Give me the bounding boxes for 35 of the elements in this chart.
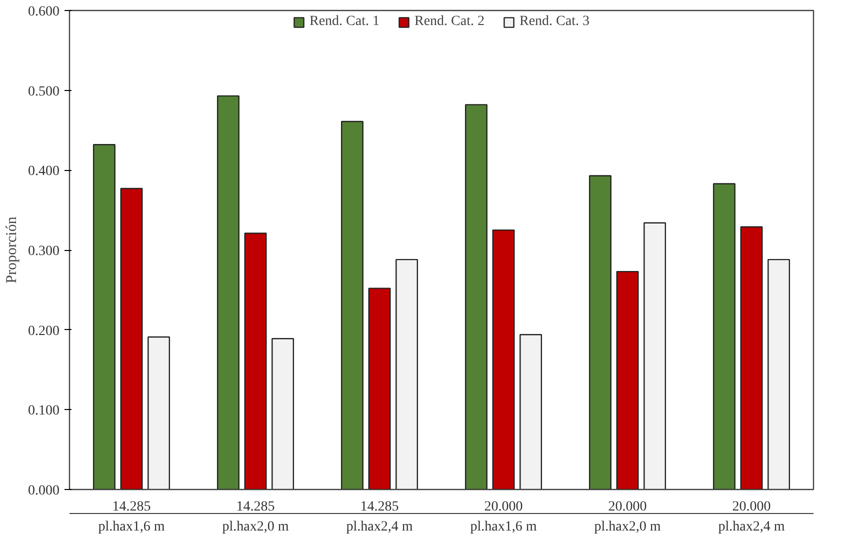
y-tick-label: 0.100 [28, 404, 60, 419]
y-tick-label: 0.200 [28, 324, 60, 339]
category-label: 20.000 pl.hax2,4 m [718, 500, 785, 534]
bar [216, 95, 240, 490]
legend-label: Rend. Cat. 1 [310, 14, 380, 30]
bar [616, 270, 639, 490]
bar [272, 338, 294, 490]
bar [712, 183, 736, 490]
bar [148, 336, 170, 490]
bar [368, 288, 391, 490]
category-label: 20.000 pl.hax2,0 m [594, 500, 661, 534]
bar [464, 104, 488, 490]
y-tick-label: 0.600 [28, 4, 60, 20]
y-tick-label: 0.400 [28, 164, 60, 180]
bar [492, 229, 515, 490]
category-label: 20.000 pl.hax1,6 m [470, 500, 537, 534]
bar [120, 188, 143, 490]
bar [340, 120, 364, 490]
category-label: 14.285 pl.hax2,0 m [222, 500, 289, 534]
bar [396, 258, 418, 490]
bar [244, 232, 267, 490]
category-label: 14.285 pl.hax2,4 m [346, 500, 413, 534]
category-label: 14.285 pl.hax1,6 m [98, 500, 165, 534]
bar [644, 222, 666, 490]
y-tick-label: 0.500 [28, 84, 60, 100]
bar [768, 258, 790, 490]
bar [588, 175, 612, 490]
y-axis-title: Proporción [4, 216, 20, 284]
legend-label: Rend. Cat. 2 [414, 14, 484, 30]
bar [740, 226, 763, 490]
bar [520, 334, 542, 490]
y-tick-label: 0.300 [28, 244, 60, 259]
legend-label: Rend. Cat. 3 [520, 14, 590, 30]
bar [92, 144, 116, 490]
y-tick-label: 0.000 [28, 484, 60, 498]
